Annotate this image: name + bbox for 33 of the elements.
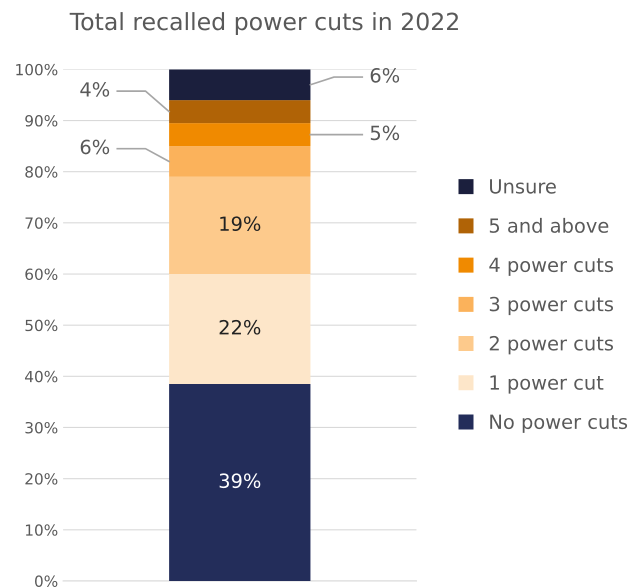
- y-tick-label: 60%: [25, 268, 58, 280]
- bar: [169, 146, 310, 177]
- bar: [169, 69, 310, 100]
- data-label: 6%: [370, 68, 400, 83]
- bar: [169, 123, 310, 146]
- y-tick-label: 40%: [25, 370, 58, 382]
- y-tick-label: 100%: [16, 64, 58, 76]
- bar: [169, 176, 310, 274]
- y-tick-label: 50%: [25, 320, 58, 332]
- legend-label: 3 power cuts: [490, 296, 614, 316]
- y-tick-label: 30%: [25, 422, 58, 434]
- y-tick-label: 80%: [25, 166, 58, 178]
- chart-title: Total recalled power cuts in 2022: [70, 12, 458, 35]
- data-label: 5%: [370, 126, 400, 140]
- data-label: 22%: [220, 320, 260, 335]
- legend-label: Unsure: [490, 179, 556, 194]
- legend-label: 4 power cuts: [489, 258, 614, 276]
- bar: [169, 384, 310, 581]
- data-label: 6%: [80, 140, 110, 154]
- legend-label: 1 power cut: [490, 375, 604, 394]
- data-label: 4%: [80, 82, 110, 97]
- bar: [169, 100, 310, 124]
- legend-label: No power cuts: [490, 414, 628, 433]
- data-label: 19%: [220, 216, 260, 232]
- legend-label: 5 and above: [490, 218, 608, 233]
- legend-label: 2 power cuts: [490, 336, 614, 354]
- y-tick-label: 90%: [25, 115, 58, 127]
- data-label: 39%: [220, 473, 260, 488]
- y-tick-label: 20%: [25, 473, 58, 485]
- y-tick-label: 70%: [26, 217, 58, 229]
- y-tick-label: 10%: [26, 524, 58, 536]
- bar: [169, 274, 310, 384]
- y-tick-label: 0%: [35, 575, 58, 587]
